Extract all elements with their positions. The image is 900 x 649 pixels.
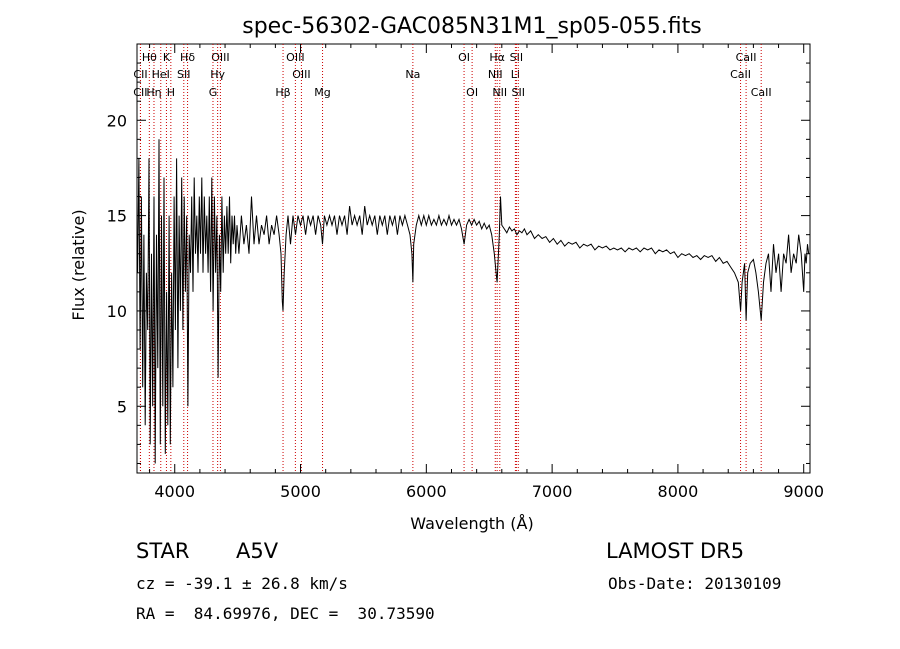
- line-label-13: OIII: [292, 68, 310, 81]
- x-tick-label-5: 9000: [783, 482, 824, 501]
- x-tick-label-3: 7000: [532, 482, 573, 501]
- object-subclass: A5V: [236, 539, 279, 563]
- line-label-4: K: [163, 51, 171, 64]
- x-tick-label-1: 5000: [280, 482, 321, 501]
- spectrum-series-line: [137, 139, 810, 464]
- line-label-5: HeI: [152, 68, 170, 81]
- redshift-velocity: cz = -39.1 ± 26.8 km/s: [136, 574, 348, 593]
- line-label-7: Hδ: [180, 51, 195, 64]
- y-tick-label-1: 10: [107, 302, 127, 321]
- line-label-18: OI: [466, 86, 478, 99]
- line-label-23: Li: [511, 68, 520, 81]
- plot-frame: [136, 43, 811, 474]
- line-label-8: SII: [177, 68, 190, 81]
- line-label-1: Hθ: [142, 51, 157, 64]
- x-axis-label: Wavelength (Å): [410, 514, 533, 533]
- line-label-19: Hα: [489, 51, 505, 64]
- line-label-27: CaII: [751, 86, 772, 99]
- x-tick-label-0: 4000: [154, 482, 195, 501]
- line-label-3: Hη: [146, 86, 161, 99]
- x-tick-label-2: 6000: [406, 482, 447, 501]
- line-label-14: Hβ: [275, 86, 290, 99]
- line-label-24: SII: [512, 86, 525, 99]
- line-label-2: CII: [133, 86, 147, 99]
- line-label-9: OIII: [211, 51, 229, 64]
- y-axis-label: Flux (relative): [69, 209, 88, 320]
- y-tick-label-3: 20: [107, 111, 127, 130]
- line-label-17: OI: [458, 51, 470, 64]
- y-tick-label-0: 5: [117, 397, 127, 416]
- y-tick-label-2: 15: [107, 207, 127, 226]
- sky-coordinates: RA = 84.69976, DEC = 30.73590: [136, 604, 435, 623]
- line-label-12: OIII: [286, 51, 304, 64]
- line-label-16: Na: [405, 68, 420, 81]
- line-label-25: CaII: [736, 51, 757, 64]
- survey-name: LAMOST DR5: [606, 539, 745, 563]
- line-label-20: NII: [488, 68, 503, 81]
- chart-title: spec-56302-GAC085N31M1_sp05-055.fits: [242, 14, 702, 39]
- line-label-6: H: [167, 86, 175, 99]
- object-class: STAR: [136, 539, 190, 563]
- axis-ticks: 4000 5000 6000 7000 8000 9000 5 10 15 20: [107, 44, 824, 501]
- observation-date: Obs-Date: 20130109: [608, 574, 782, 593]
- line-label-26: CaII: [730, 68, 751, 81]
- line-label-22: SII: [510, 51, 523, 64]
- x-tick-label-4: 8000: [658, 482, 699, 501]
- line-label-10: Hγ: [210, 68, 225, 81]
- line-label-21: NII: [492, 86, 507, 99]
- line-label-15: Mg: [314, 86, 330, 99]
- line-label-11: G: [209, 86, 218, 99]
